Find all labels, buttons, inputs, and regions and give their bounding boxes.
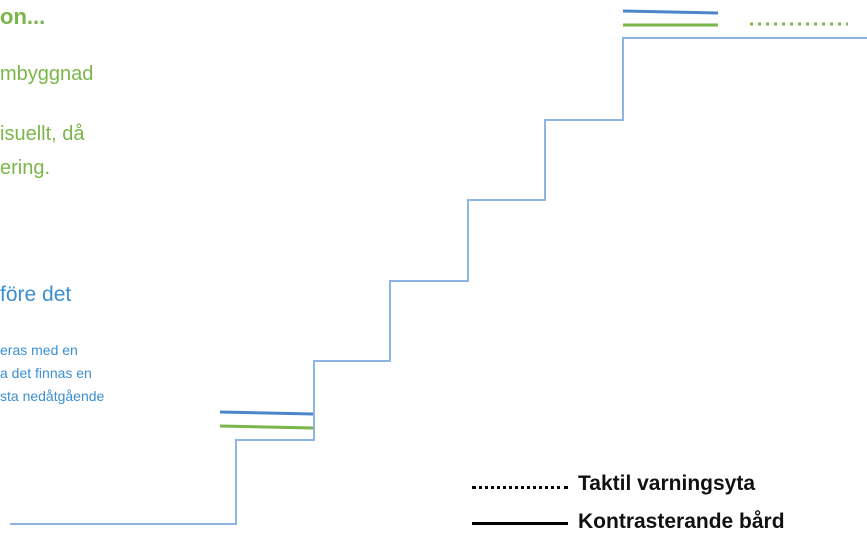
legend-label-contrast: Kontrasterande bård — [578, 510, 785, 533]
legend-item-tactile: Taktil varningsyta — [470, 468, 850, 498]
text-fragment-blue-2: a det finnas en — [0, 365, 92, 381]
bottom-step-contrast-edge — [219, 410, 314, 416]
legend-item-contrast: Kontrasterande bård — [470, 506, 850, 536]
text-fragment-blue-3: sta nedåtgående — [0, 388, 105, 404]
legend: Taktil varningsyta Kontrasterande bård — [470, 464, 850, 533]
text-fragment-green-3: ering. — [0, 157, 51, 179]
staircase-profile — [10, 37, 867, 525]
top-step-contrast-edge — [622, 9, 719, 15]
legend-label-tactile: Taktil varningsyta — [578, 472, 756, 495]
text-fragment-green-1: mbyggnad — [0, 63, 94, 85]
text-fragment-blue-heading: före det — [0, 283, 72, 306]
heading-fragment: on... — [0, 4, 46, 29]
dotted-line-swatch — [472, 486, 568, 489]
solid-line-swatch — [472, 522, 568, 525]
text-fragment-blue-1: eras med en — [0, 342, 78, 358]
text-fragment-green-2: isuellt, då — [0, 123, 85, 145]
bottom-step-tactile-marker — [219, 424, 314, 430]
